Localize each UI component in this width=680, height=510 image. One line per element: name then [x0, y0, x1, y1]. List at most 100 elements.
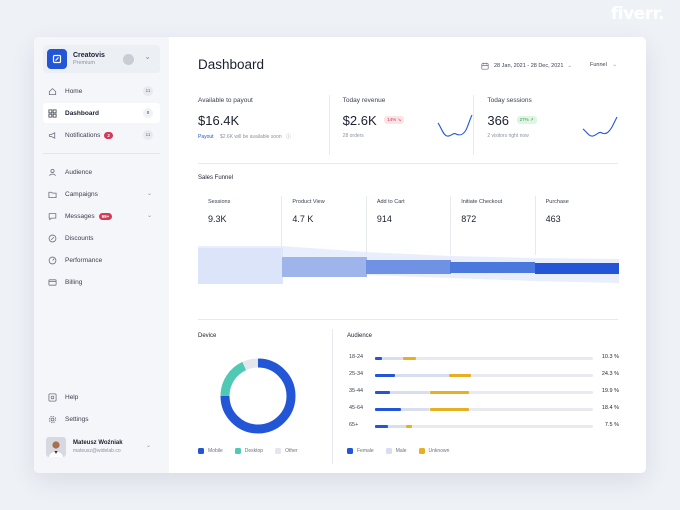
sidebar-item-label: Help: [65, 393, 79, 401]
age-group-percent: 24.3 %: [601, 371, 619, 377]
sidebar-item-billing[interactable]: Billing: [43, 272, 160, 292]
funnel-stage-value: 9.3K: [208, 214, 227, 224]
audience-segment-unknown: [403, 357, 417, 360]
audience-bar: [375, 391, 593, 394]
notification-badge: 2: [104, 131, 113, 139]
sidebar-item-notifications[interactable]: Notifications 2 11: [43, 125, 160, 145]
fiverr-watermark: fiverr.: [610, 4, 665, 24]
stat-label: Available to payout: [198, 97, 253, 104]
age-group-percent: 19.9 %: [601, 388, 619, 394]
brand-name: Creatovis: [73, 52, 105, 60]
funnel-chart: [198, 246, 619, 284]
stat-value: $2.6K: [342, 113, 377, 128]
sidebar-item-label: Discounts: [65, 234, 94, 242]
audience-segment-male: [401, 408, 430, 411]
funnel-bar-add-to-cart: [366, 260, 451, 274]
sidebar-item-label: Messages: [65, 212, 95, 220]
stat-label: Today sessions: [487, 97, 532, 104]
age-group-label: 45-64: [349, 405, 364, 411]
legend-item: Other: [275, 448, 298, 454]
funnel-stage-value: 463: [545, 214, 561, 224]
audience-chart: 18-24 10.3 % 25-34 24.3 % 35-44 19.9 % 4…: [347, 353, 619, 433]
payout-link[interactable]: Payout: [198, 134, 214, 140]
funnel-stage-value: 872: [461, 214, 477, 224]
chat-icon: [48, 212, 57, 221]
legend-label: Female: [357, 448, 374, 454]
chevron-down-icon: ⌄: [144, 52, 151, 61]
count-badge: 11: [143, 130, 153, 140]
secondary-nav: Audience Campaigns ⌄ Messages 99+ ⌄ Disc…: [43, 162, 160, 292]
settings-icon: [48, 415, 57, 423]
view-filter-dropdown[interactable]: Funnel ⌄: [590, 62, 617, 68]
sidebar-item-label: Dashboard: [65, 109, 99, 117]
age-group-label: 25-34: [349, 371, 364, 377]
audience-segment-female: [375, 408, 402, 411]
legend-swatch: [198, 448, 204, 454]
audience-segment-unknown: [449, 374, 471, 377]
funnel-stage: Add to Cart 914: [367, 196, 452, 255]
sidebar-item-audience[interactable]: Audience: [43, 162, 160, 182]
audience-row: 18-24 10.3 %: [347, 353, 619, 363]
stat-note: 2 visitors right now: [487, 133, 529, 139]
audience-segment-unknown: [429, 408, 469, 411]
stat-note: 28 orders: [342, 133, 364, 139]
main-content: Dashboard 28 Jan, 2021 - 28 Dec, 2021 ⌄ …: [169, 37, 646, 473]
section-title: Device: [198, 333, 217, 339]
workspace-switcher[interactable]: Creatovis Premium ⌄: [43, 45, 160, 73]
folder-icon: [48, 191, 57, 198]
sidebar-item-settings[interactable]: Settings: [43, 409, 160, 429]
device-legend: Mobile Desktop Other: [198, 448, 310, 454]
legend-swatch: [347, 448, 353, 454]
legend-swatch: [234, 448, 241, 454]
stat-value: 366: [487, 113, 510, 128]
audience-segment-unknown: [405, 425, 413, 428]
legend-label: Male: [395, 448, 407, 454]
date-range-picker[interactable]: 28 Jan, 2021 - 28 Dec, 2021 ⌄: [481, 62, 572, 70]
funnel-stage: Product View 4.7 K: [282, 196, 367, 255]
change-badge: 27% ↗: [516, 115, 537, 124]
funnel-stage-label: Purchase: [545, 199, 569, 205]
sidebar-item-dashboard[interactable]: Dashboard 0: [43, 103, 160, 123]
audience-legend: Female Male Unknown: [347, 448, 461, 454]
stats-row: Available to payout $16.4K Payout $2.6K …: [198, 95, 618, 155]
audience-segment-male: [388, 425, 406, 428]
legend-swatch: [385, 448, 392, 454]
grid-icon: [48, 108, 57, 118]
sidebar-item-performance[interactable]: Performance: [43, 250, 160, 270]
filter-label: Funnel: [590, 62, 607, 68]
brand-logo-icon: [47, 49, 67, 69]
sidebar-item-label: Performance: [65, 256, 103, 264]
audience-bar: [375, 357, 593, 360]
megaphone-icon: [48, 131, 56, 139]
audience-bar: [375, 425, 593, 428]
sidebar-item-home[interactable]: Home 11: [43, 81, 160, 101]
funnel-stage-value: 4.7 K: [292, 214, 314, 224]
audience-segment-male: [381, 357, 404, 360]
legend-swatch: [275, 448, 282, 454]
stat-sessions: Today sessions 366 27% ↗ 2 visitors righ…: [473, 95, 618, 155]
page-title: Dashboard: [198, 57, 265, 72]
audience-bar: [375, 374, 593, 377]
stat-value: $16.4K: [198, 113, 240, 128]
user-menu[interactable]: Mateusz Woźniak mateusz@widelab.co ⌄: [43, 433, 160, 461]
count-badge: 0: [143, 108, 153, 118]
chevron-down-icon: ⌄: [146, 191, 152, 197]
audience-segment-unknown: [429, 391, 469, 394]
sidebar-item-discounts[interactable]: Discounts: [43, 228, 160, 248]
sidebar-item-messages[interactable]: Messages 99+ ⌄: [43, 206, 160, 226]
funnel-stage-label: Sessions: [208, 199, 231, 205]
sidebar-item-help[interactable]: Help: [43, 387, 160, 407]
funnel-stage: Initiate Checkout 872: [451, 196, 536, 255]
sidebar-item-campaigns[interactable]: Campaigns ⌄: [43, 184, 160, 204]
main-nav: Home 11 Dashboard 0 Notifications 2 11: [43, 81, 160, 145]
chevron-down-icon: ⌄: [145, 443, 151, 449]
age-group-percent: 7.5 %: [604, 422, 619, 428]
calendar-icon: [481, 62, 489, 70]
legend-item: Female: [347, 448, 374, 454]
chevron-down-icon: ⌄: [612, 62, 617, 68]
audience-segment-male: [394, 374, 450, 377]
audience-row: 65+ 7.5 %: [347, 421, 619, 431]
legend-item: Mobile: [198, 448, 223, 454]
info-icon[interactable]: ⓘ: [286, 134, 292, 140]
funnel-stage-label: Add to Cart: [376, 199, 405, 205]
